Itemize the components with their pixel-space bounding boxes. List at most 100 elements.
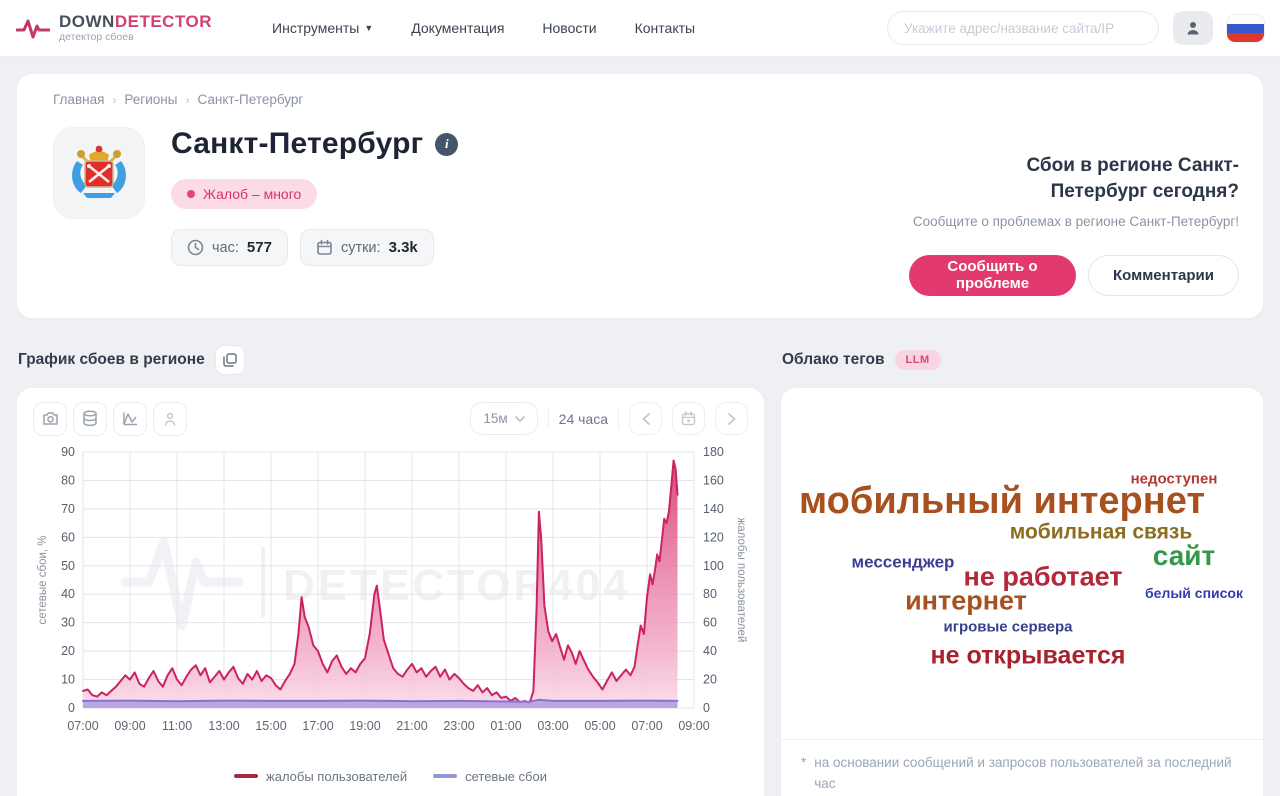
outage-chart-card: 15м 24 часа [16,386,765,796]
svg-text:03:00: 03:00 [537,719,568,733]
cloud-word[interactable]: не открывается [930,641,1126,670]
svg-text:23:00: 23:00 [443,719,474,733]
date-picker-button[interactable] [672,402,705,436]
brand-name: DOWNDETECTOR [59,12,213,32]
svg-text:30: 30 [61,615,75,629]
svg-text:13:00: 13:00 [208,719,239,733]
heartbeat-logo-icon [16,19,50,39]
cloud-word[interactable]: белый список [1145,584,1243,601]
tag-cloud-card: недоступен мобильный интернет мобильная св… [780,386,1264,796]
chart-type-button[interactable] [113,401,147,436]
svg-text:21:00: 21:00 [396,719,427,733]
svg-text:17:00: 17:00 [302,719,333,733]
main-nav: Инструменты ▼ Документация Новости Контак… [272,20,695,36]
chart-section-title: График сбоев в регионе [18,350,205,368]
breadcrumb: Главная › Регионы › Санкт-Петербург [53,92,1239,107]
data-source-button[interactable] [73,401,107,436]
cloud-word[interactable]: не работает [963,561,1123,592]
svg-text:90: 90 [61,445,75,459]
chevron-down-icon: ▼ [364,23,374,33]
screenshot-button[interactable] [33,401,67,436]
status-dot-icon [187,190,195,198]
svg-text:50: 50 [61,558,75,572]
chart-legend: жалобы пользователей сетевые сбои [33,769,748,784]
cloud-word[interactable]: интернет [905,585,1027,616]
user-account-button[interactable] [1173,11,1213,45]
nav-tools[interactable]: Инструменты ▼ [272,20,374,36]
svg-text:07:00: 07:00 [67,719,98,733]
cta-subtext: Сообщите о проблемах в регионе Санкт-Пет… [912,214,1239,230]
legend-complaints[interactable]: жалобы пользователей [234,769,407,784]
prev-period-button[interactable] [629,402,662,436]
breadcrumb-separator: › [185,92,190,107]
divider [618,408,619,429]
user-series-button[interactable] [153,401,187,436]
breadcrumb-current[interactable]: Санкт-Петербург [197,92,304,107]
cloud-word[interactable]: сайт [1152,539,1216,571]
cloud-word[interactable]: мобильный интернет [799,479,1205,522]
nav-contacts[interactable]: Контакты [634,20,696,36]
svg-text:жалобы пользователей: жалобы пользователей [735,517,747,642]
svg-text:60: 60 [703,615,717,629]
chart-toolbar: 15м 24 часа [33,401,748,436]
svg-text:10: 10 [61,672,75,686]
svg-text:15:00: 15:00 [255,719,286,733]
report-problem-button[interactable]: Сообщить о проблеме [909,254,1076,296]
legend-swatch-network [433,774,458,778]
llm-badge: LLM [894,349,941,370]
cloud-footnote: * на основании сообщений и запросов поль… [781,738,1263,796]
cloud-word[interactable]: недоступен [1130,470,1218,488]
camera-icon [42,412,58,425]
svg-text:20: 20 [703,672,717,686]
calendar-icon [681,411,696,426]
brand-tagline: детектор сбоев [59,30,134,43]
next-period-button[interactable] [715,402,748,436]
svg-text:07:00: 07:00 [631,719,662,733]
copy-icon [222,352,237,367]
legend-network[interactable]: сетевые сбои [433,769,547,784]
svg-text:19:00: 19:00 [349,719,380,733]
stat-hour: час: 577 [171,229,288,266]
clock-icon [187,239,204,256]
svg-text:180: 180 [703,445,724,459]
svg-text:DETECTOR404: DETECTOR404 [283,561,631,610]
calendar-icon [317,239,332,255]
svg-text:40: 40 [703,644,717,658]
interval-dropdown[interactable]: 15м [470,402,538,436]
svg-text:05:00: 05:00 [584,719,615,733]
svg-text:60: 60 [61,530,75,544]
cloud-section-title: Облако тегов [782,350,885,368]
info-icon[interactable]: i [435,132,459,156]
cloud-word[interactable]: мобильная связь [1009,520,1193,544]
svg-text:0: 0 [68,701,75,715]
cloud-word[interactable]: игровые сервера [943,618,1073,636]
range-label: 24 часа [558,410,608,427]
logo[interactable]: DOWNDETECTOR детектор сбоев [16,13,212,43]
language-flag-ru[interactable] [1227,14,1264,42]
divider [547,408,549,429]
outage-chart[interactable]: 07:00 09:00 11:00 13:00 15:00 17:00 19:00 21:00… [33,444,748,767]
region-hero-card: Главная › Регионы › Санкт-Петербург [16,73,1264,319]
copy-chart-button[interactable] [214,344,245,375]
legend-swatch-complaints [234,774,259,778]
svg-text:80: 80 [703,587,717,601]
breadcrumb-regions[interactable]: Регионы [124,92,178,107]
svg-text:140: 140 [703,501,724,515]
comments-button[interactable]: Комментарии [1087,254,1239,296]
top-navbar: DOWNDETECTOR детектор сбоев Инструменты ▼… [0,0,1280,57]
svg-text:09:00: 09:00 [678,719,709,733]
nav-news[interactable]: Новости [542,20,597,36]
breadcrumb-home[interactable]: Главная [53,92,105,107]
footnote-asterisk: * [801,754,807,770]
area-chart-icon [122,412,137,426]
svg-text:01:00: 01:00 [490,719,521,733]
status-badge: Жалоб – много [171,179,318,209]
region-coat-of-arms [53,127,145,219]
nav-docs[interactable]: Документация [411,20,505,36]
svg-text:11:00: 11:00 [162,719,192,733]
svg-text:40: 40 [61,587,75,601]
cloud-word[interactable]: мессенджер [851,552,955,572]
svg-text:70: 70 [61,501,75,515]
search-input[interactable] [887,11,1159,45]
page-title: Санкт-Петербург [171,127,424,160]
